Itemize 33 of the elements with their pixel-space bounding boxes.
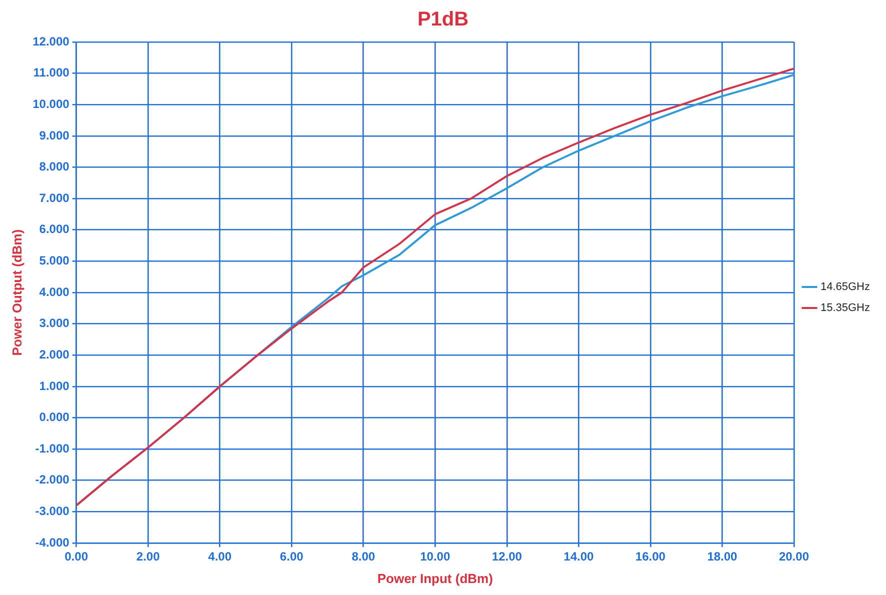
x-tick-label: 10.00 — [420, 550, 450, 564]
x-tick-label: 12.00 — [492, 550, 522, 564]
y-tick-label: -2.000 — [35, 472, 70, 487]
y-tick-label: 9.000 — [39, 128, 70, 142]
x-tick-label: 16.00 — [635, 550, 666, 564]
y-axis-title: Power Output (dBm) — [9, 229, 24, 356]
x-tick-label: 14.00 — [564, 550, 594, 564]
y-tick-label: 3.000 — [39, 316, 70, 330]
y-tick-label: 0.000 — [39, 410, 70, 424]
y-tick-label: -3.000 — [35, 504, 70, 518]
legend-label: 14.65GHz — [820, 281, 870, 294]
x-tick-label: 20.00 — [778, 550, 810, 564]
y-tick-label: -1.000 — [35, 441, 70, 456]
x-axis-title: Power Input (dBm) — [377, 570, 493, 586]
y-tick-label: 5.000 — [39, 254, 70, 268]
x-tick-label: 2.00 — [136, 550, 160, 564]
y-tick-label: -4.000 — [35, 535, 70, 550]
x-tick-label: 4.00 — [208, 550, 232, 564]
y-tick-label: 7.000 — [39, 190, 70, 205]
y-tick-label: 12.000 — [32, 34, 70, 48]
y-tick-label: 11.000 — [33, 66, 70, 80]
legend-label: 15.35GHz — [820, 302, 870, 314]
chart-title: P1dB — [417, 8, 469, 31]
y-tick-label: 1.000 — [39, 378, 70, 393]
y-tick-label: 8.000 — [39, 160, 70, 174]
y-tick-label: 10.000 — [32, 96, 70, 111]
y-tick-label: 2.000 — [39, 347, 70, 362]
x-tick-label: 6.00 — [280, 550, 304, 564]
y-tick-label: 4.000 — [39, 284, 70, 299]
x-tick-label: 0.00 — [64, 550, 88, 564]
y-tick-label: 6.000 — [39, 222, 70, 236]
x-tick-label: 8.00 — [352, 550, 376, 564]
x-tick-label: 18.00 — [707, 550, 738, 564]
